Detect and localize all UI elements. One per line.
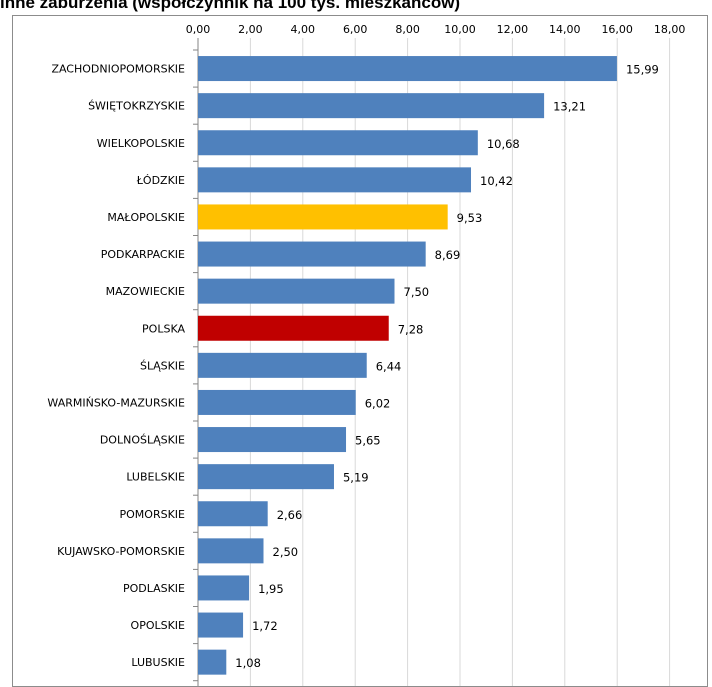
bar xyxy=(198,315,389,341)
bar xyxy=(198,427,347,453)
data-label: 7,50 xyxy=(404,285,430,299)
data-label: 13,21 xyxy=(553,100,586,114)
category-label: PODLASKIE xyxy=(123,582,185,595)
category-label: ŚWIĘTOKRZYSKIE xyxy=(88,100,185,113)
category-label: LUBELSKIE xyxy=(126,471,185,484)
bar xyxy=(198,93,545,119)
bar xyxy=(198,649,227,675)
category-label: PODKARPACKIE xyxy=(101,248,185,261)
x-tick-label: 14,00 xyxy=(549,23,581,36)
category-label: MAZOWIECKIE xyxy=(106,285,185,298)
data-label: 10,42 xyxy=(480,174,513,188)
data-label: 6,44 xyxy=(376,359,402,373)
x-tick-label: 4,00 xyxy=(291,23,316,36)
category-label: POLSKA xyxy=(142,322,185,335)
bar xyxy=(198,575,250,601)
x-tick-label: 2,00 xyxy=(238,23,263,36)
category-label: WARMIŃSKO-MAZURSKIE xyxy=(47,396,185,409)
data-label: 15,99 xyxy=(626,63,659,77)
bar xyxy=(198,538,264,564)
chart-title: inne zaburzenia (współczynnik na 100 tys… xyxy=(0,0,461,12)
data-label: 7,28 xyxy=(398,322,424,336)
data-label: 2,50 xyxy=(273,545,299,559)
data-label: 1,72 xyxy=(252,619,278,633)
bar xyxy=(198,204,448,230)
x-tick-label: 8,00 xyxy=(395,23,420,36)
category-label: KUJAWSKO-POMORSKIE xyxy=(57,545,185,558)
category-label: ŁÓDZKIE xyxy=(136,174,185,187)
category-label: POMORSKIE xyxy=(120,508,186,521)
data-label: 1,08 xyxy=(235,656,261,670)
category-label: WIELKOPOLSKIE xyxy=(97,137,185,150)
data-label: 6,02 xyxy=(365,396,391,410)
data-label: 5,19 xyxy=(343,471,369,485)
x-tick-label: 6,00 xyxy=(343,23,368,36)
chart-frame xyxy=(12,15,708,687)
bar xyxy=(198,464,334,490)
bar xyxy=(198,389,356,415)
x-tick-label: 10,00 xyxy=(444,23,476,36)
data-label: 2,66 xyxy=(277,508,303,522)
data-label: 10,68 xyxy=(487,137,520,151)
bar xyxy=(198,56,617,82)
bar xyxy=(198,130,478,156)
x-tick-label: 16,00 xyxy=(601,23,633,36)
bar xyxy=(198,278,395,304)
x-tick-label: 12,00 xyxy=(497,23,529,36)
category-label: ŚLĄSKIE xyxy=(140,359,185,372)
bar xyxy=(198,501,268,527)
data-label: 5,65 xyxy=(355,434,381,448)
category-label: MAŁOPOLSKIE xyxy=(107,211,185,224)
data-label: 9,53 xyxy=(457,211,483,225)
bar xyxy=(198,352,367,378)
category-label: OPOLSKIE xyxy=(131,619,186,632)
category-label: DOLNOŚLĄSKIE xyxy=(100,434,185,447)
category-label: ZACHODNIOPOMORSKIE xyxy=(51,63,185,76)
bar xyxy=(198,167,472,193)
bar xyxy=(198,241,426,267)
category-label: LUBUSKIE xyxy=(131,656,185,669)
data-label: 1,95 xyxy=(258,582,284,596)
bar xyxy=(198,612,244,638)
x-tick-label: 18,00 xyxy=(654,23,686,36)
x-tick-label: 0,00 xyxy=(186,23,211,36)
data-label: 8,69 xyxy=(435,248,461,262)
